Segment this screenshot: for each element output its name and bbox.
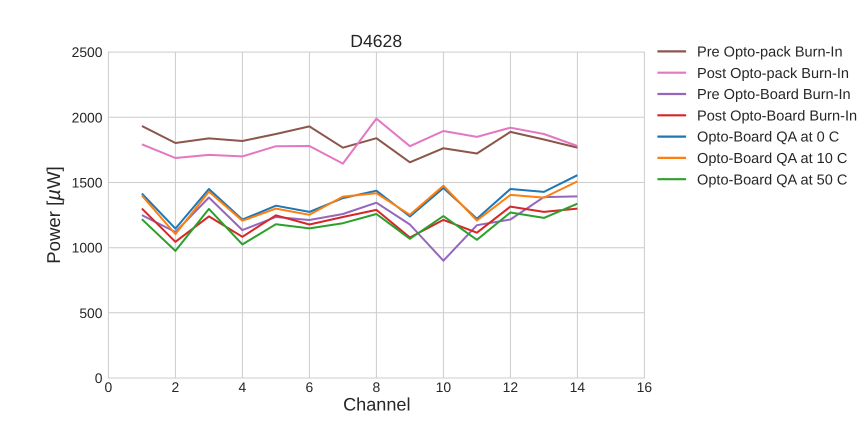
svg-text:Pre Opto-Board Burn-In: Pre Opto-Board Burn-In [697,87,851,103]
svg-text:2500: 2500 [72,44,103,60]
svg-text:Opto-Board QA at 50 C: Opto-Board QA at 50 C [697,172,847,188]
svg-text:10: 10 [436,379,452,395]
svg-text:1500: 1500 [72,175,103,191]
svg-text:Post Opto-Board Burn-In: Post Opto-Board Burn-In [697,108,857,124]
svg-text:6: 6 [306,379,314,395]
svg-text:12: 12 [503,379,519,395]
svg-text:Opto-Board QA at 0 C: Opto-Board QA at 0 C [697,130,839,146]
svg-text:Post Opto-pack Burn-In: Post Opto-pack Burn-In [697,66,849,82]
svg-text:2: 2 [172,379,180,395]
svg-text:4: 4 [239,379,247,395]
svg-text:Pre Opto-pack Burn-In: Pre Opto-pack Burn-In [697,45,843,61]
svg-text:D4628: D4628 [350,31,402,51]
svg-text:500: 500 [79,305,102,321]
svg-text:Opto-Board QA at 10 C: Opto-Board QA at 10 C [697,151,847,167]
svg-text:0: 0 [105,379,113,395]
svg-text:2000: 2000 [72,109,103,125]
svg-text:8: 8 [373,379,381,395]
svg-text:14: 14 [570,379,586,395]
svg-text:Power [µW]: Power [µW] [43,166,65,263]
svg-text:Channel: Channel [343,395,410,415]
svg-text:0: 0 [95,370,103,386]
svg-text:1000: 1000 [72,240,103,256]
svg-text:16: 16 [637,379,653,395]
